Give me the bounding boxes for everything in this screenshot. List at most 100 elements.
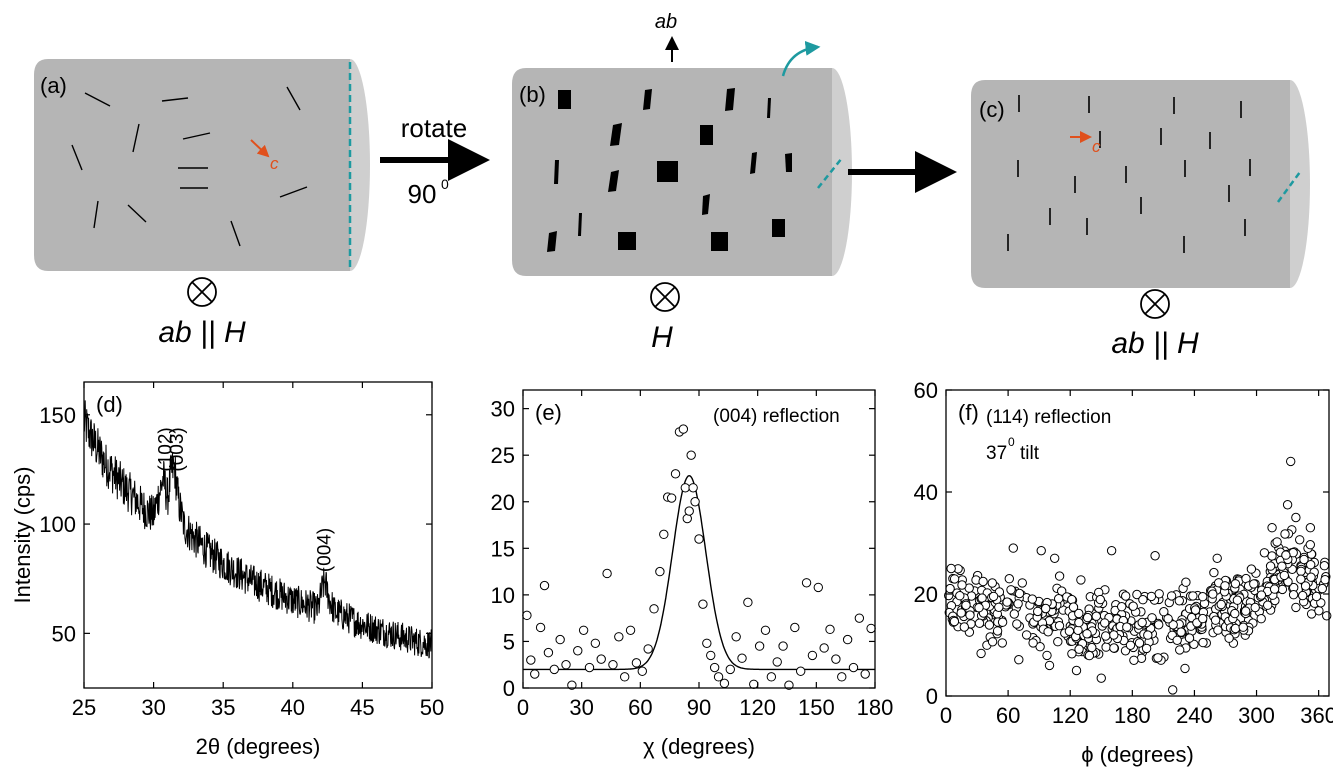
data-point — [1013, 599, 1023, 609]
data-point — [1036, 545, 1046, 556]
c-axis-arrow — [250, 139, 270, 158]
data-point — [1159, 607, 1169, 617]
data-point — [1101, 631, 1111, 641]
tilt-annotation-suffix: tilt — [1020, 443, 1040, 464]
data-point — [1128, 601, 1138, 611]
data-point — [1082, 612, 1093, 623]
data-point — [1210, 615, 1221, 625]
data-point — [997, 638, 1007, 648]
x-tick-label: 180 — [857, 695, 894, 720]
data-point — [666, 493, 677, 503]
field-into-page-symbol-b — [650, 282, 680, 312]
data-point — [1230, 579, 1241, 589]
field-into-page-symbol-a — [187, 277, 217, 307]
data-point — [1004, 574, 1014, 584]
data-point — [1281, 550, 1291, 560]
data-point — [1175, 645, 1185, 655]
y-tick-label: 150 — [39, 403, 76, 428]
data-point — [670, 469, 681, 479]
data-point — [522, 610, 532, 621]
x-tick-label: 60 — [996, 703, 1020, 728]
data-point — [813, 582, 823, 593]
data-point — [709, 662, 720, 673]
data-point — [1021, 630, 1032, 640]
data-point — [1035, 642, 1045, 652]
x-tick-label: 240 — [1176, 703, 1213, 728]
data-point — [1256, 614, 1266, 624]
data-point — [1008, 543, 1018, 553]
c-axis-label: c — [270, 154, 279, 173]
data-point — [1084, 650, 1095, 661]
data-point — [1132, 589, 1142, 600]
x-tick-label: 0 — [940, 703, 952, 728]
data-point — [1272, 537, 1282, 547]
intensity-trace — [83, 400, 433, 659]
data-point — [1073, 625, 1083, 635]
data-point — [766, 672, 777, 682]
data-point — [760, 625, 771, 635]
y-tick-label: 60 — [914, 378, 938, 403]
x-tick-label: 0 — [517, 695, 529, 720]
data-point — [1198, 637, 1208, 648]
data-point — [1176, 627, 1186, 637]
panel-label-c: (c) — [979, 97, 1005, 122]
data-point — [965, 610, 975, 620]
y-tick-label: 0 — [926, 684, 938, 709]
data-point — [1146, 591, 1157, 602]
data-point — [567, 680, 577, 690]
data-point — [1298, 590, 1308, 601]
panel-label-d: (d) — [96, 392, 123, 417]
data-point — [945, 583, 955, 594]
x-tick-label: 90 — [687, 695, 711, 720]
data-point — [984, 620, 995, 630]
panel-label-f: (f) — [958, 400, 979, 425]
data-point — [1319, 561, 1330, 571]
data-point — [1224, 633, 1234, 643]
y-tick-label: 30 — [491, 397, 515, 422]
data-point — [1230, 608, 1240, 619]
data-point — [1174, 596, 1185, 606]
data-point — [1137, 617, 1147, 628]
data-point — [1250, 602, 1260, 613]
data-point — [1230, 623, 1241, 634]
data-point — [659, 529, 669, 540]
data-point — [1296, 574, 1306, 584]
data-point — [1316, 598, 1326, 608]
data-point — [543, 647, 554, 658]
data-point — [778, 641, 788, 651]
data-point — [949, 616, 960, 627]
data-point — [725, 664, 735, 675]
data-point — [1017, 578, 1027, 588]
data-point — [713, 672, 724, 682]
data-point — [1153, 653, 1163, 663]
data-point — [1096, 673, 1106, 683]
data-point — [1167, 685, 1178, 695]
data-point — [1198, 613, 1208, 624]
data-point — [1306, 572, 1316, 582]
data-point — [1291, 512, 1301, 523]
data-point — [1216, 599, 1226, 610]
data-point — [1053, 637, 1063, 647]
data-point — [959, 622, 969, 632]
y-tick-label: 50 — [52, 621, 76, 646]
peak-label: (004) — [314, 528, 335, 572]
data-point — [655, 566, 665, 577]
x-tick-label: 120 — [1052, 703, 1089, 728]
data-point — [1305, 523, 1316, 533]
data-point — [1134, 638, 1145, 648]
data-point — [1068, 602, 1079, 612]
data-point — [949, 574, 960, 584]
data-point — [1299, 554, 1309, 565]
data-point — [1181, 577, 1191, 587]
data-point — [1054, 594, 1064, 604]
data-point — [1109, 630, 1119, 640]
data-point — [1311, 591, 1322, 602]
data-point — [1188, 591, 1198, 601]
y-axis-label: Intensity (cps) — [10, 467, 35, 604]
data-point — [974, 618, 985, 628]
phi-scan-chart: 0 60 120 180 240 300 360 0 20 40 60 (f) (114) refl… — [914, 378, 1333, 767]
data-point — [978, 576, 988, 587]
x-tick-label: 30 — [569, 695, 593, 720]
data-point — [1002, 597, 1012, 607]
data-point — [1141, 643, 1152, 654]
